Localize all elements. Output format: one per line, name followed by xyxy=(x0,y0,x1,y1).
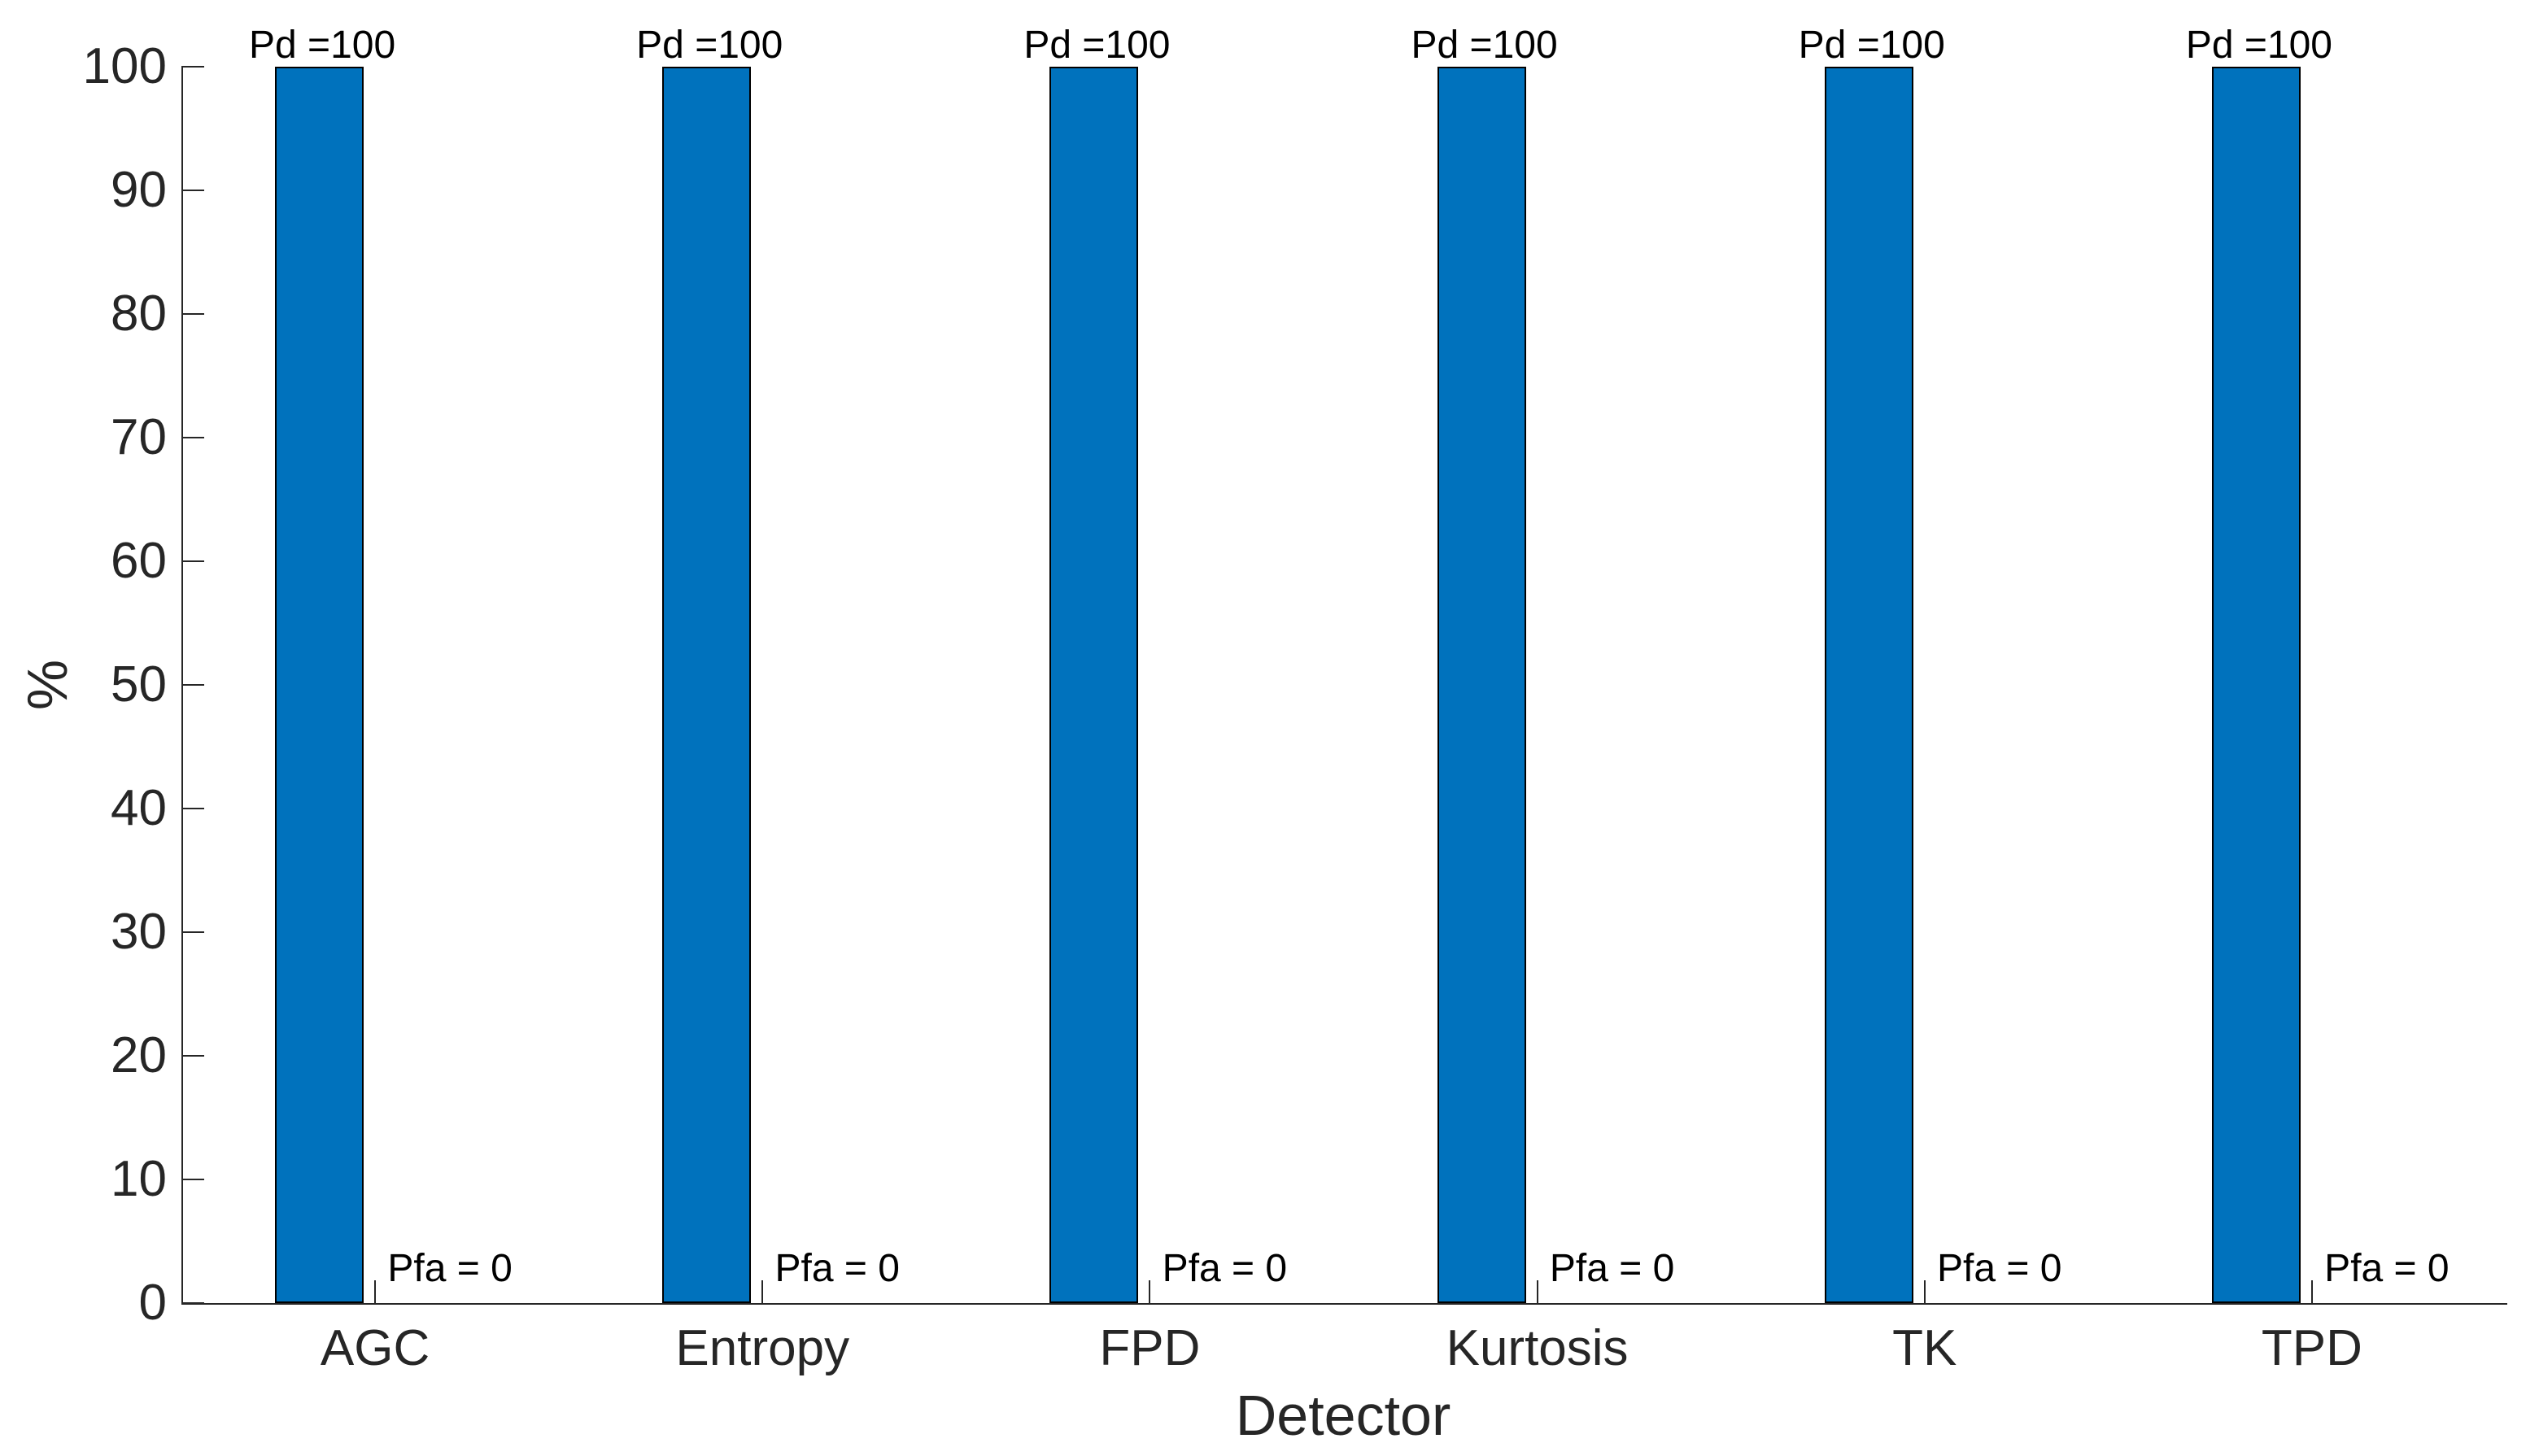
y-axis-tick-label: 90 xyxy=(111,162,167,218)
category-label: TK xyxy=(1892,1320,1957,1376)
pfa-value-label: Pfa = 0 xyxy=(774,1247,900,1290)
bar-pd-tk xyxy=(1824,67,1913,1303)
pd-value-label: Pd =100 xyxy=(1411,24,1558,67)
plot-area xyxy=(181,67,2507,1305)
pfa-value-label: Pfa = 0 xyxy=(2324,1247,2450,1290)
y-axis-tick-label: 20 xyxy=(111,1027,167,1083)
bar-pd-kurtosis xyxy=(1437,67,1526,1303)
y-axis-tick-label: 70 xyxy=(111,409,167,465)
y-axis-tick-label: 100 xyxy=(82,38,167,94)
y-axis-tick-label: 60 xyxy=(111,533,167,589)
y-axis-tick xyxy=(181,808,204,809)
y-axis-tick xyxy=(181,437,204,438)
pd-value-label: Pd =100 xyxy=(636,24,783,67)
category-label: Entropy xyxy=(675,1320,850,1376)
bar-pd-tpd xyxy=(2211,67,2301,1303)
y-axis-tick xyxy=(181,684,204,686)
y-axis-tick xyxy=(181,560,204,562)
pd-value-label: Pd =100 xyxy=(1023,24,1171,67)
pfa-value-label: Pfa = 0 xyxy=(387,1247,513,1290)
x-axis-title: Detector xyxy=(1235,1384,1451,1447)
pfa-value-label: Pfa = 0 xyxy=(1549,1247,1675,1290)
category-label: TPD xyxy=(2261,1320,2362,1376)
y-axis-tick-label: 30 xyxy=(111,904,167,960)
pd-value-label: Pd =100 xyxy=(248,24,396,67)
pd-value-label: Pd =100 xyxy=(1798,24,1945,67)
y-axis-tick xyxy=(181,1302,204,1304)
y-axis-tick xyxy=(181,1179,204,1180)
x-axis-tick xyxy=(1536,1280,1538,1303)
x-axis-tick xyxy=(1149,1280,1151,1303)
pfa-value-label: Pfa = 0 xyxy=(1937,1247,2062,1290)
y-axis-tick-label: 80 xyxy=(111,286,167,342)
x-axis-tick xyxy=(761,1280,764,1303)
y-axis-tick xyxy=(181,931,204,933)
category-label: Kurtosis xyxy=(1446,1320,1629,1376)
y-axis-tick xyxy=(181,190,204,191)
y-axis-tick xyxy=(181,66,204,68)
bar-pd-fpd xyxy=(1049,67,1139,1303)
y-axis-tick-label: 40 xyxy=(111,780,167,836)
x-axis-tick xyxy=(374,1280,377,1303)
y-axis-tick-label: 0 xyxy=(138,1275,167,1331)
y-axis-tick xyxy=(181,313,204,315)
bar-pd-entropy xyxy=(662,67,752,1303)
pd-value-label: Pd =100 xyxy=(2185,24,2332,67)
category-label: FPD xyxy=(1099,1320,1201,1376)
bar-pd-agc xyxy=(275,67,364,1303)
x-axis-tick xyxy=(1923,1280,1926,1303)
pfa-value-label: Pfa = 0 xyxy=(1162,1247,1288,1290)
y-axis-tick xyxy=(181,1055,204,1057)
y-axis-tick-label: 10 xyxy=(111,1151,167,1207)
y-axis-tick-label: 50 xyxy=(111,656,167,713)
x-axis-tick xyxy=(2310,1280,2313,1303)
category-label: AGC xyxy=(320,1320,430,1376)
